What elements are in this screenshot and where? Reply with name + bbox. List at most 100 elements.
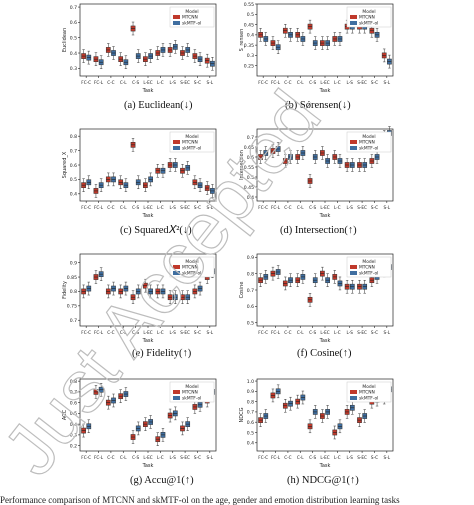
x-tick-label: L-EC: [143, 455, 152, 460]
x-tick-label: L-EC: [143, 330, 152, 335]
y-tick-label: 0.6: [70, 20, 77, 26]
x-tick-label: L-S: [170, 455, 177, 460]
x-tick-label: L-S: [347, 330, 354, 335]
y-tick-label: 0.4: [70, 422, 77, 428]
x-tick-label: C-S: [309, 205, 316, 210]
y-tick-label: 1.0: [247, 379, 254, 385]
x-tick-label: FC-C: [258, 80, 268, 85]
y-axis-label: Cosine: [239, 282, 245, 299]
x-tick-label: C-S: [132, 80, 139, 85]
x-tick-label: C-L: [297, 80, 304, 85]
x-tick-label: S-EC: [357, 455, 367, 460]
x-tick-label: S-EC: [180, 205, 190, 210]
x-tick-label: FC-C: [81, 455, 91, 460]
x-tick-label: L-C: [334, 205, 341, 210]
legend-swatch-mtcnn: [350, 140, 357, 144]
y-tick-label: 0.8: [70, 289, 77, 295]
legend-title: Model: [362, 259, 375, 265]
legend-swatch-mtcnn: [173, 140, 180, 144]
x-tick-label: L-EC: [320, 205, 329, 210]
x-axis-label: Task: [142, 338, 154, 344]
x-tick-label: S-EC: [357, 330, 367, 335]
chart-squared: 0.4 0.5 0.6 0.7 0.8 Squared_X Task FC-C FC-L C-C C…: [62, 128, 217, 219]
x-tick-label: L-S: [347, 80, 354, 85]
x-tick-label: C-S: [309, 330, 316, 335]
x-tick-label: S-C: [194, 455, 201, 460]
x-tick-label: L-EC: [143, 80, 152, 85]
x-tick-label: S-L: [207, 455, 214, 460]
y-tick-label: 0.55: [244, 165, 254, 171]
x-tick-label: FC-L: [271, 455, 281, 460]
caption-c: (c) Squared𝑋²(↓): [120, 225, 192, 236]
legend-box: [346, 6, 392, 28]
legend-swatch-skmtf: [350, 396, 357, 400]
y-tick-label: 0.7: [247, 288, 254, 294]
x-tick-label: C-C: [284, 455, 291, 460]
x-tick-label: FC-C: [81, 80, 91, 85]
chart-sorensen: 0.25 0.3 0.35 0.4 0.45 0.5 0.55 S_rensen Task FC-…: [239, 2, 394, 94]
x-tick-label: L-EC: [143, 205, 152, 210]
caption-g: (g) Accu@1(↑): [130, 475, 194, 486]
y-tick-label: 0.5: [247, 12, 254, 18]
x-axis-label: Task: [142, 213, 154, 219]
y-tick-label: 0.4: [247, 33, 254, 39]
x-tick-label: L-EC: [320, 455, 329, 460]
x-tick-label: S-EC: [180, 455, 190, 460]
chart-euclid: 0.3 0.4 0.5 0.6 0.7 Euclidean Task FC-C FC-L C-C C…: [62, 3, 217, 94]
x-tick-label: S-L: [384, 330, 391, 335]
legend-label-mtcnn: MTCNN: [359, 265, 375, 271]
legend-label-mtcnn: MTCNN: [182, 265, 198, 271]
legend-swatch-skmtf: [173, 21, 180, 25]
y-tick-label: 0.6: [247, 420, 254, 426]
caption-b: (b) Sǿrensen(↓): [285, 100, 351, 111]
y-tick-label: 0.4: [70, 51, 77, 57]
chart-accu: 0.2 0.3 0.4 0.5 0.6 0.7 0.8 ACC Task FC-C FC-L C-C C…: [62, 378, 217, 469]
x-tick-label: S-L: [384, 455, 391, 460]
y-axis-label: S_rensen: [239, 29, 245, 52]
y-tick-label: 0.7: [70, 148, 77, 154]
legend-title: Model: [185, 9, 198, 15]
legend-label-mtcnn: MTCNN: [182, 140, 198, 146]
y-tick-label: 0.8: [70, 379, 77, 385]
x-tick-label: FC-L: [94, 455, 104, 460]
y-tick-label: 0.5: [70, 36, 77, 42]
x-tick-label: L-EC: [320, 330, 329, 335]
legend-box: [169, 381, 215, 403]
x-tick-label: L-C: [334, 455, 341, 460]
y-tick-label: 0.3: [247, 53, 254, 59]
y-tick-label: 0.4: [247, 441, 254, 447]
y-tick-label: 0.5: [247, 430, 254, 436]
x-tick-label: FC-L: [271, 205, 281, 210]
x-tick-label: C-C: [107, 330, 114, 335]
y-tick-label: 0.9: [70, 260, 77, 266]
y-tick-label: 0.3: [70, 66, 77, 72]
x-tick-label: FC-L: [94, 330, 104, 335]
x-tick-label: C-S: [132, 455, 139, 460]
y-tick-label: 0.85: [67, 275, 77, 281]
x-tick-label: L-S: [170, 330, 177, 335]
x-tick-label: L-C: [157, 455, 164, 460]
y-tick-label: 0.9: [247, 389, 254, 395]
x-axis-label: Task: [319, 88, 331, 94]
x-tick-label: FC-C: [258, 205, 268, 210]
x-tick-label: S-L: [207, 205, 214, 210]
x-tick-label: L-C: [157, 330, 164, 335]
legend-box: [346, 131, 392, 153]
y-tick-label: 0.45: [244, 22, 254, 28]
x-tick-label: FC-C: [81, 205, 91, 210]
legend-box: [346, 381, 392, 403]
x-tick-label: C-L: [297, 205, 304, 210]
legend-box: [169, 256, 215, 278]
x-tick-label: L-S: [170, 80, 177, 85]
x-axis-label: Task: [319, 213, 331, 219]
x-tick-label: S-L: [384, 80, 391, 85]
legend-title: Model: [185, 259, 198, 265]
y-tick-label: 0.8: [247, 399, 254, 405]
y-tick-label: 0.9: [247, 255, 254, 261]
legend-swatch-skmtf: [350, 21, 357, 25]
x-tick-label: FC-L: [271, 330, 281, 335]
y-axis-label: Intersection: [239, 150, 245, 180]
y-tick-label: 0.7: [247, 135, 254, 141]
y-tick-label: 0.3: [70, 433, 77, 439]
x-tick-label: L-S: [170, 205, 177, 210]
